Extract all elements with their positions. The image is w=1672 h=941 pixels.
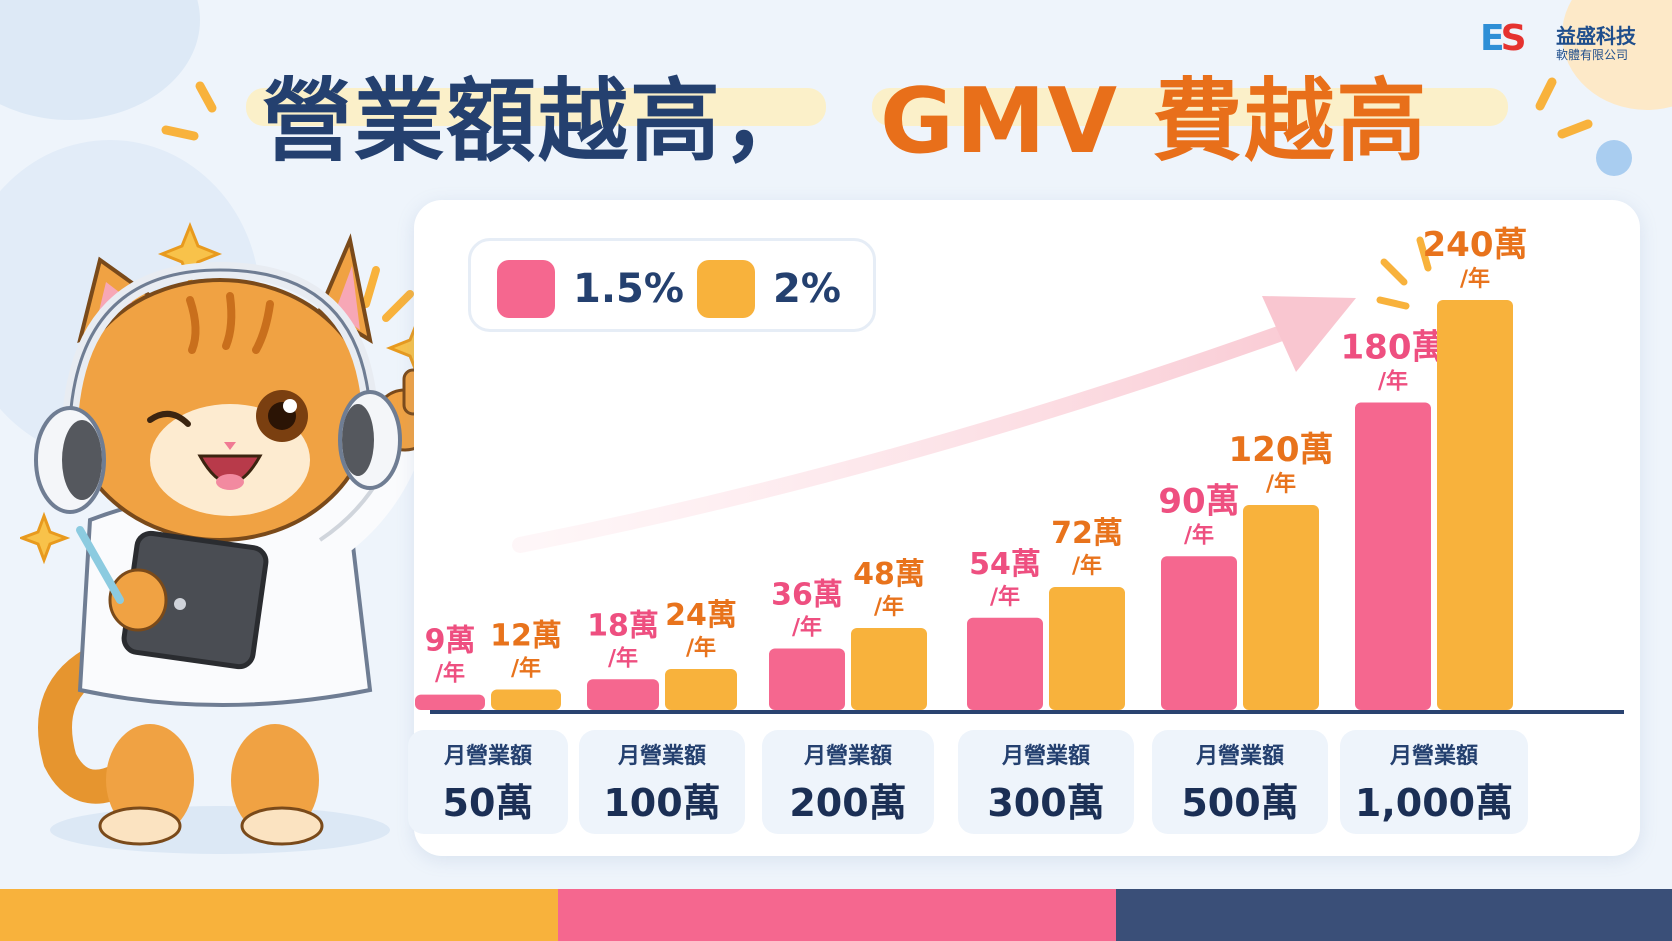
category-box — [1152, 730, 1328, 834]
bar-pink-2 — [769, 648, 845, 710]
category-label-line2: 200萬 — [789, 781, 907, 825]
bar-unit-label: /年 — [1266, 471, 1296, 497]
bar-pink-1 — [587, 679, 659, 710]
category-box — [579, 730, 745, 834]
decorative-dot — [1596, 140, 1632, 176]
bar-unit-label: /年 — [1378, 369, 1408, 395]
bar-pink-5 — [1355, 402, 1431, 710]
bar-pink-4 — [1161, 556, 1237, 710]
title-highlight — [246, 88, 826, 126]
bar-value-label: 36萬 — [771, 578, 843, 613]
legend-label: 1.5% — [573, 266, 684, 312]
bar-unit-label: /年 — [1184, 522, 1214, 548]
burst-line-icon — [1376, 296, 1410, 310]
legend-swatch-orange — [697, 260, 755, 318]
company-logo: ES 益盛科技 軟體有限公司 — [1480, 14, 1660, 64]
category-box — [408, 730, 568, 834]
category-box — [1340, 730, 1528, 834]
page-title-part1: 營業額越高， — [262, 69, 814, 174]
bar-orange-1 — [665, 669, 737, 710]
logo-name: 益盛科技 — [1556, 24, 1636, 48]
bar-value-label: 120萬 — [1229, 430, 1334, 470]
bottom-bar-pink — [558, 889, 1116, 941]
bar-value-label: 18萬 — [587, 608, 659, 643]
bar-value-label: 54萬 — [969, 547, 1041, 582]
bar-pink-0 — [415, 694, 485, 710]
bar-unit-label: /年 — [511, 656, 541, 682]
bottom-bar-orange — [0, 889, 558, 941]
bar-pink-3 — [967, 617, 1043, 710]
title-highlight — [872, 88, 1508, 126]
category-box — [958, 730, 1134, 834]
bar-value-label: 72萬 — [1051, 516, 1123, 551]
bar-orange-0 — [491, 689, 561, 710]
category-label-line2: 50萬 — [442, 781, 534, 825]
bar-unit-label: /年 — [990, 584, 1020, 610]
growth-arrow-head-icon — [1262, 296, 1356, 372]
bar-orange-2 — [851, 628, 927, 710]
category-label-line1: 月營業額 — [1001, 744, 1090, 769]
orange-cat-with-headphones-icon — [20, 221, 420, 854]
legend-label: 2% — [773, 266, 841, 312]
burst-right-icon — [1535, 77, 1593, 139]
legend-swatch-pink — [497, 260, 555, 318]
growth-arrow-icon — [512, 322, 1298, 553]
bar-orange-3 — [1049, 587, 1125, 710]
bar-orange-5 — [1437, 300, 1513, 710]
bar-unit-label: /年 — [1072, 553, 1102, 579]
category-label-line1: 月營業額 — [1389, 744, 1478, 769]
bar-value-label: 90萬 — [1158, 481, 1239, 521]
category-label-line1: 月營業額 — [1195, 744, 1284, 769]
bar-value-label: 48萬 — [853, 557, 925, 592]
bar-unit-label: /年 — [435, 661, 465, 687]
category-box — [762, 730, 934, 834]
bottom-bar-navy — [1116, 889, 1672, 941]
bar-value-label: 240萬 — [1423, 225, 1528, 265]
burst-left-icon — [161, 81, 217, 141]
bar-unit-label: /年 — [874, 594, 904, 620]
bar-value-label: 9萬 — [425, 624, 476, 659]
category-label-line2: 500萬 — [1181, 781, 1299, 825]
category-label-line1: 月營業額 — [443, 744, 532, 769]
category-label-line2: 100萬 — [603, 781, 721, 825]
bar-unit-label: /年 — [1460, 266, 1490, 292]
page-title-part2: GMV 費越高 — [880, 69, 1429, 174]
bar-value-label: 24萬 — [665, 598, 737, 633]
chart-legend: 1.5% 2% — [468, 238, 876, 332]
logo-mark-icon: ES — [1480, 18, 1527, 59]
burst-line-icon — [1380, 258, 1408, 286]
bar-unit-label: /年 — [686, 635, 716, 661]
burst-line-icon — [1416, 236, 1432, 272]
legend-item-1-5: 1.5% — [497, 260, 684, 318]
category-label-line1: 月營業額 — [617, 744, 706, 769]
category-label-line2: 300萬 — [987, 781, 1105, 825]
bar-unit-label: /年 — [792, 615, 822, 641]
legend-item-2: 2% — [697, 260, 841, 318]
bar-unit-label: /年 — [608, 645, 638, 671]
category-label-line2: 1,000萬 — [1354, 781, 1514, 825]
category-label-line1: 月營業額 — [803, 744, 892, 769]
bar-value-label: 12萬 — [490, 619, 562, 654]
bar-orange-4 — [1243, 505, 1319, 710]
logo-subtitle: 軟體有限公司 — [1556, 48, 1629, 62]
bar-value-label: 180萬 — [1341, 328, 1446, 368]
